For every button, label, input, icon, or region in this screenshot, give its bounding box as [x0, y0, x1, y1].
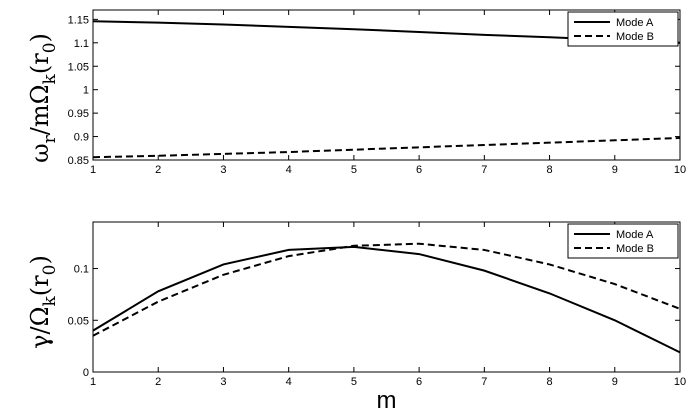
y-tick-label: 0.1	[74, 264, 89, 276]
x-tick-label: 10	[674, 164, 686, 176]
x-axis-label: m	[377, 387, 397, 414]
legend-box	[567, 11, 679, 47]
bottom-chart: 1 2 3 4 5 6 7 8 9 10 0 0.05 0.1 Mode A Mode B γ/Ωk(r0) m	[26, 221, 686, 414]
x-tick-label: 4	[286, 164, 292, 176]
y-tick-label: 0.85	[68, 155, 89, 167]
y-tick-label: 0.05	[68, 315, 89, 327]
y-axis-label: γ/Ωk(r0)	[26, 255, 60, 349]
x-tick-label: 2	[155, 376, 161, 388]
legend-box	[567, 223, 679, 259]
x-tick-label: 5	[351, 164, 357, 176]
x-tick-label: 7	[481, 164, 487, 176]
series-line-mode-a	[92, 245, 681, 354]
legend-label: Mode B	[616, 31, 654, 43]
x-tick-label: 8	[546, 376, 552, 388]
y-axis-label: ωr/mΩk(r0)	[26, 33, 60, 163]
legend-label: Mode B	[616, 243, 654, 255]
x-tick-label: 2	[155, 164, 161, 176]
y-tick-label: 1	[83, 85, 89, 97]
y-tick-label: 0.95	[68, 108, 89, 120]
x-tick-label: 5	[351, 376, 357, 388]
legend-label: Mode A	[616, 229, 654, 241]
x-tick-label: 6	[416, 376, 422, 388]
y-tick-label: 1.15	[68, 14, 89, 26]
y-tick-label: 0.9	[74, 132, 89, 144]
x-tick-label: 6	[416, 164, 422, 176]
legend-label: Mode A	[616, 17, 654, 29]
x-tick-label: 1	[90, 164, 96, 176]
x-tick-label: 4	[286, 376, 292, 388]
y-tick-label: 0	[83, 367, 89, 379]
y-tick-label: 1.05	[68, 61, 89, 73]
series-line-mode-b	[92, 242, 681, 337]
series-line-mode-b	[92, 136, 681, 159]
x-tick-label: 9	[612, 376, 618, 388]
x-tick-label: 1	[90, 376, 96, 388]
x-tick-label: 7	[481, 376, 487, 388]
top-chart: 1 2 3 4 5 6 7 8 9 10 0.85 0.9 0.95 1 1.05 1.1 1.15 Mode A…	[26, 9, 686, 176]
y-tick-label: 1.1	[74, 38, 89, 50]
x-tick-label: 3	[220, 376, 226, 388]
x-tick-label: 3	[220, 164, 226, 176]
x-tick-label: 8	[546, 164, 552, 176]
x-tick-label: 9	[612, 164, 618, 176]
x-tick-label: 10	[674, 376, 686, 388]
